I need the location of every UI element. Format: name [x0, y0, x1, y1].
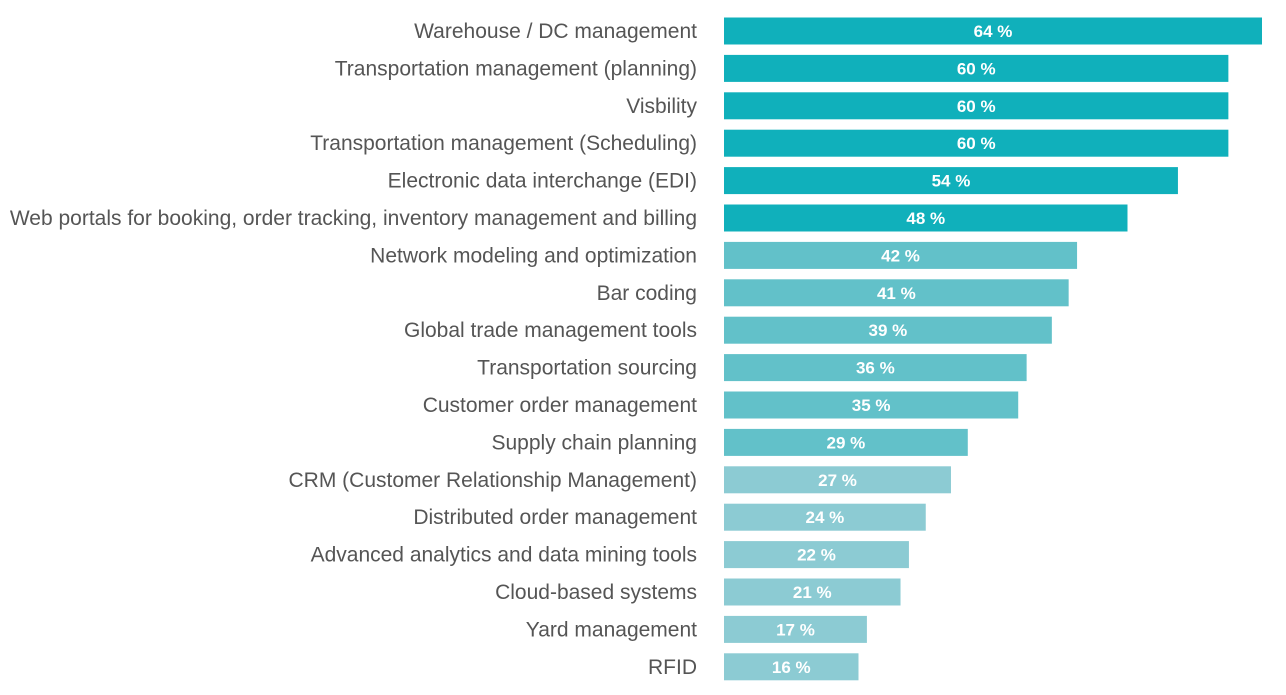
- value-label: 22 %: [797, 546, 836, 565]
- bar: [724, 54, 1229, 82]
- bar-row: Visbility 60 %: [626, 92, 1229, 120]
- bar: [724, 466, 951, 494]
- bar-row: Cloud-based systems 21 %: [495, 578, 901, 606]
- value-label: 42 %: [881, 246, 920, 265]
- category-label: Cloud-based systems: [495, 581, 697, 604]
- value-label: 29 %: [827, 433, 866, 452]
- bar-row: Yard management 17 %: [526, 615, 867, 643]
- value-label: 41 %: [877, 284, 916, 303]
- bar-row: Bar coding 41 %: [597, 279, 1069, 307]
- value-label: 60 %: [957, 59, 996, 78]
- value-label: 54 %: [932, 172, 971, 191]
- bar-row: Transportation management (Scheduling) 60…: [310, 129, 1229, 157]
- category-label: Yard management: [526, 618, 697, 641]
- category-label: Customer order management: [423, 394, 697, 417]
- value-label: 60 %: [957, 134, 996, 153]
- bar: [724, 129, 1229, 157]
- value-label: 35 %: [852, 396, 891, 415]
- bar: [724, 167, 1178, 195]
- bar-row: CRM (Customer Relationship Management) 27…: [289, 466, 951, 494]
- bar-row: Web portals for booking, order tracking,…: [10, 204, 1128, 232]
- category-label: Visbility: [626, 95, 697, 118]
- bar-row: RFID 16 %: [648, 653, 859, 681]
- category-label: Bar coding: [597, 282, 697, 305]
- bar: [724, 503, 926, 531]
- value-label: 16 %: [772, 658, 811, 677]
- bar: [724, 279, 1069, 307]
- bar: [724, 391, 1019, 419]
- value-label: 48 %: [906, 209, 945, 228]
- bar: [724, 204, 1128, 232]
- bar: [724, 428, 968, 456]
- category-label: Web portals for booking, order tracking,…: [10, 207, 697, 230]
- bar-row: Warehouse / DC management 64 %: [414, 17, 1262, 45]
- category-label: Warehouse / DC management: [414, 20, 697, 43]
- category-label: Supply chain planning: [492, 431, 698, 454]
- value-label: 39 %: [869, 321, 908, 340]
- bar-row: Customer order management 35 %: [423, 391, 1019, 419]
- bars-group: Warehouse / DC management 64 % Transportat…: [10, 17, 1262, 681]
- category-label: Distributed order management: [413, 506, 697, 529]
- bar-row: Network modeling and optimization 42 %: [370, 241, 1078, 269]
- bar: [724, 354, 1027, 382]
- value-label: 21 %: [793, 583, 832, 602]
- bar: [724, 653, 859, 681]
- bar: [724, 92, 1229, 120]
- value-label: 64 %: [974, 22, 1013, 41]
- category-label: Transportation management (planning): [335, 57, 697, 80]
- bar-row: Electronic data interchange (EDI) 54 %: [388, 167, 1178, 195]
- category-label: RFID: [648, 656, 697, 679]
- value-label: 60 %: [957, 97, 996, 116]
- bar: [724, 541, 909, 569]
- bar: [724, 578, 901, 606]
- bar: [724, 316, 1052, 344]
- bar-row: Supply chain planning 29 %: [492, 428, 968, 456]
- category-label: Electronic data interchange (EDI): [388, 170, 697, 193]
- bar: [724, 241, 1078, 269]
- bar-row: Transportation management (planning) 60 %: [335, 54, 1229, 82]
- value-label: 27 %: [818, 471, 857, 490]
- value-label: 24 %: [806, 508, 845, 527]
- category-label: Global trade management tools: [404, 319, 697, 342]
- category-label: Transportation sourcing: [477, 357, 697, 380]
- bar-row: Advanced analytics and data mining tools…: [311, 541, 909, 569]
- bar-row: Global trade management tools 39 %: [404, 316, 1052, 344]
- bar-row: Distributed order management 24 %: [413, 503, 926, 531]
- category-label: CRM (Customer Relationship Management): [289, 469, 698, 492]
- bar-row: Transportation sourcing 36 %: [477, 354, 1027, 382]
- category-label: Advanced analytics and data mining tools: [311, 544, 697, 567]
- value-label: 17 %: [776, 620, 815, 639]
- value-label: 36 %: [856, 359, 895, 378]
- category-label: Network modeling and optimization: [370, 244, 697, 267]
- bar: [724, 615, 867, 643]
- category-label: Transportation management (Scheduling): [310, 132, 697, 155]
- bar: [724, 17, 1262, 45]
